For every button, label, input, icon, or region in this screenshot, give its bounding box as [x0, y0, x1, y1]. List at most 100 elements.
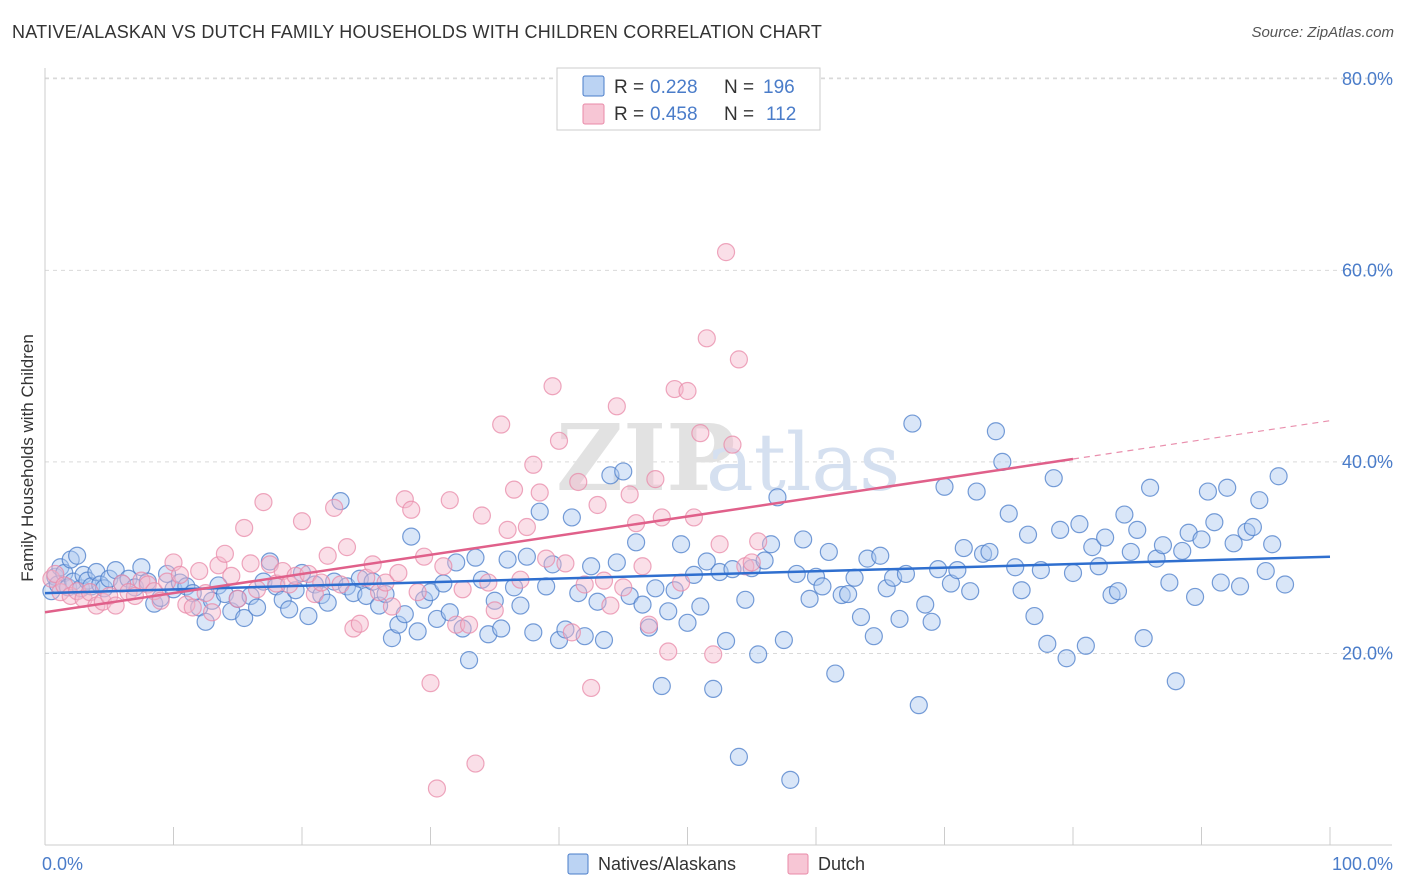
watermark-zip: ZIP — [556, 404, 735, 512]
point-natives-115 — [736, 590, 755, 609]
bottom-legend-label-dutch: Dutch — [818, 854, 865, 874]
point-dutch-88 — [601, 596, 620, 615]
y-tick-label-80: 80.0% — [1342, 69, 1393, 89]
point-natives-191 — [1224, 534, 1243, 553]
point-dutch-85 — [582, 678, 601, 698]
point-dutch-70 — [485, 601, 504, 620]
point-natives-121 — [774, 630, 793, 650]
point-natives-80 — [511, 596, 530, 615]
point-dutch-23 — [183, 598, 202, 617]
point-natives-149 — [954, 538, 973, 558]
point-natives-109 — [697, 552, 716, 571]
point-natives-199 — [1275, 575, 1295, 594]
point-dutch-78 — [537, 549, 556, 568]
point-dutch-77 — [530, 483, 549, 502]
point-dutch-63 — [440, 491, 459, 510]
point-natives-153 — [980, 542, 999, 562]
point-natives-190 — [1218, 478, 1237, 497]
point-natives-163 — [1044, 469, 1063, 488]
point-natives-91 — [582, 557, 601, 576]
point-natives-93 — [594, 630, 614, 650]
point-natives-39 — [247, 598, 267, 617]
legend-n-value-dutch: 112 — [766, 104, 796, 125]
chart-title: NATIVE/ALASKAN VS DUTCH FAMILY HOUSEHOLD… — [12, 22, 823, 42]
point-natives-114 — [729, 747, 749, 766]
point-natives-73 — [466, 548, 485, 567]
point-dutch-87 — [594, 571, 614, 590]
point-natives-177 — [1134, 629, 1153, 648]
point-dutch-21 — [170, 565, 190, 585]
point-natives-66 — [421, 583, 440, 602]
point-natives-165 — [1057, 649, 1076, 668]
y-tick-label-20: 20.0% — [1342, 643, 1393, 663]
point-dutch-58 — [408, 583, 427, 602]
point-natives-180 — [1153, 536, 1173, 555]
point-natives-68 — [434, 574, 453, 593]
point-dutch-107 — [723, 435, 742, 454]
point-natives-123 — [787, 564, 806, 584]
point-dutch-56 — [395, 490, 414, 509]
point-natives-63 — [402, 527, 421, 546]
point-natives-112 — [716, 631, 736, 651]
point-natives-131 — [839, 584, 858, 604]
point-natives-198 — [1269, 467, 1288, 486]
point-dutch-108 — [729, 350, 749, 369]
point-natives-189 — [1211, 573, 1230, 592]
point-dutch-103 — [697, 329, 716, 348]
point-natives-160 — [1025, 606, 1044, 626]
point-natives-192 — [1230, 577, 1250, 596]
point-dutch-60 — [421, 674, 440, 693]
point-natives-78 — [498, 550, 517, 569]
point-dutch-68 — [472, 506, 491, 525]
point-natives-83 — [530, 502, 549, 521]
x-tick-label-end: 100.0% — [1332, 854, 1393, 874]
trend-lines — [44, 420, 1331, 614]
point-natives-173 — [1108, 582, 1128, 601]
point-natives-84 — [537, 577, 556, 596]
point-natives-81 — [517, 547, 536, 566]
point-dutch-104 — [704, 645, 723, 664]
point-natives-44 — [280, 600, 299, 619]
point-natives-110 — [704, 679, 723, 698]
point-dutch-61 — [427, 779, 447, 798]
legend-r-label-dutch: R = — [614, 104, 644, 125]
point-natives-101 — [646, 579, 665, 598]
point-natives-186 — [1192, 530, 1211, 549]
point-natives-96 — [614, 462, 633, 481]
point-natives-159 — [1018, 525, 1038, 544]
point-dutch-67 — [466, 754, 485, 773]
point-natives-167 — [1070, 515, 1089, 534]
point-dutch-31 — [235, 518, 254, 538]
point-dutch-83 — [569, 472, 588, 492]
point-natives-170 — [1089, 557, 1108, 576]
point-natives-136 — [871, 546, 890, 565]
point-dutch-16 — [138, 575, 157, 594]
point-natives-168 — [1076, 636, 1095, 655]
point-natives-162 — [1038, 634, 1057, 653]
point-natives-156 — [999, 504, 1018, 523]
point-dutch-64 — [447, 615, 466, 634]
point-natives-124 — [794, 530, 813, 549]
trend-line-natives — [44, 555, 1331, 595]
point-natives-98 — [626, 533, 646, 552]
series-legend: Natives/Alaskans Dutch — [567, 853, 865, 875]
point-natives-105 — [671, 535, 691, 554]
point-dutch-76 — [524, 455, 543, 474]
point-dutch-43 — [312, 573, 331, 592]
point-dutch-111 — [749, 532, 768, 551]
point-natives-31 — [196, 612, 215, 631]
point-natives-50 — [318, 593, 337, 612]
point-natives-169 — [1083, 538, 1102, 557]
point-dutch-45 — [325, 498, 344, 517]
point-natives-88 — [562, 508, 581, 527]
legend-n-value-natives: 196 — [763, 77, 795, 98]
point-natives-122 — [781, 770, 800, 789]
point-natives-7 — [64, 572, 83, 591]
point-natives-95 — [607, 553, 626, 572]
point-dutch-29 — [222, 566, 241, 585]
point-dutch-69 — [479, 573, 498, 592]
point-natives-171 — [1096, 528, 1115, 547]
point-dutch-71 — [492, 415, 511, 434]
point-natives-152 — [973, 544, 993, 563]
point-dutch-28 — [215, 544, 234, 563]
